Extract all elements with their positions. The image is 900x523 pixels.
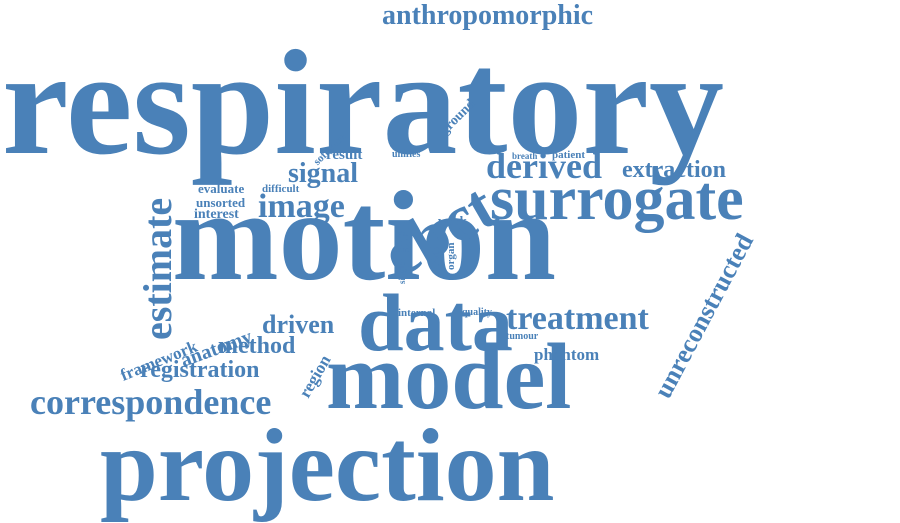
word-unifies: unifies [392, 149, 421, 160]
word-model: model [326, 325, 572, 429]
word-unsorted: unsorted [196, 195, 246, 210]
word-single: single [397, 261, 407, 284]
word-correspondence: correspondence [30, 382, 272, 422]
word-registration: registration [140, 357, 260, 383]
word-goal: goal [398, 229, 413, 238]
word-truth: truth [431, 245, 442, 268]
word-projection: projection [100, 408, 555, 523]
word-treatment: treatment [506, 300, 649, 337]
word-interest: interest [194, 207, 239, 222]
word-patient: patient [552, 149, 585, 161]
word-internal: internal [398, 307, 436, 319]
word-work: work [438, 213, 467, 228]
word-extraction: extraction [622, 157, 726, 183]
word-quality: quality [462, 307, 493, 318]
word-time: time [394, 245, 410, 254]
word-organ: organ [445, 242, 457, 271]
word-anthropomorphic: anthropomorphic [382, 0, 594, 31]
word-breath: breath [512, 151, 538, 161]
word-surrogate: surrogate [490, 165, 744, 233]
word-motion: motion [172, 165, 556, 307]
word-difficult: difficult [262, 183, 300, 195]
word-tumour: tumour [506, 331, 539, 342]
word-data: data [358, 277, 513, 368]
word-derived: derived [486, 146, 602, 186]
word-unreconstructed: unreconstructed [648, 228, 760, 403]
word-signal: signal [288, 158, 359, 189]
word-evaluate: evaluate [198, 181, 245, 196]
word-estimate: estimate [135, 197, 180, 340]
word-method: method [218, 333, 296, 359]
word-driven: driven [262, 310, 335, 339]
word-image: image [258, 188, 345, 225]
word-respiratory: respiratory [2, 20, 725, 186]
word-phantom: phantom [534, 345, 600, 364]
word-result: result [326, 147, 363, 163]
